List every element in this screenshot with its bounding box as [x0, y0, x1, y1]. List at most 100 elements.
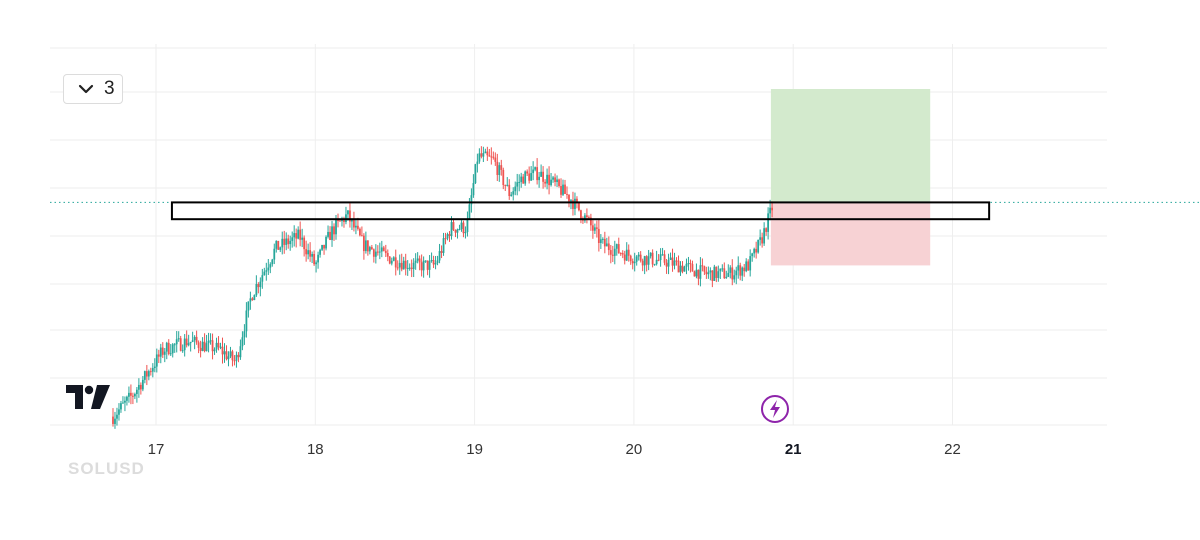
- candle-body: [404, 260, 407, 269]
- candle-body: [508, 184, 511, 197]
- candle-body: [476, 161, 479, 165]
- x-tick-label: 17: [148, 441, 165, 458]
- candle-body: [263, 271, 266, 276]
- candle-body: [287, 238, 290, 245]
- candle-body: [488, 155, 491, 157]
- candle-body: [757, 239, 760, 253]
- candle-body: [434, 262, 437, 265]
- candle-body: [492, 156, 495, 158]
- candle-body: [143, 371, 146, 380]
- candle-body: [251, 298, 254, 301]
- candle-body: [741, 267, 744, 276]
- candle-body: [681, 265, 684, 272]
- candle-body: [675, 260, 678, 262]
- x-tick-label: 19: [466, 441, 483, 458]
- lightning-bolt-icon[interactable]: [760, 394, 790, 424]
- candle-body: [303, 237, 306, 250]
- candle-body: [293, 233, 296, 238]
- candle-body: [643, 256, 646, 266]
- candle-body: [735, 270, 738, 276]
- candle-body: [273, 248, 276, 260]
- candle-body: [241, 337, 244, 347]
- candle-body: [536, 167, 539, 181]
- candle-body: [552, 177, 554, 180]
- candle-body: [520, 176, 523, 182]
- candle-body: [414, 260, 417, 263]
- x-axis-ticks: 17 18 19 20 21 22: [148, 441, 961, 458]
- candle-body: [504, 184, 507, 186]
- candle-body: [163, 351, 166, 355]
- candle-body: [767, 213, 770, 232]
- candle-body: [761, 237, 764, 244]
- candle-body: [542, 171, 544, 182]
- candle-body: [394, 257, 397, 268]
- tradingview-logo-icon[interactable]: [66, 384, 110, 410]
- candle-body: [464, 232, 467, 234]
- candle-body: [657, 259, 660, 261]
- candle-body: [442, 238, 445, 253]
- candle-body: [765, 228, 768, 232]
- candle-body: [723, 268, 726, 279]
- candle-body: [496, 161, 499, 175]
- candle-body: [472, 183, 475, 196]
- chevron-down-icon: [78, 84, 94, 94]
- candle-body: [554, 177, 556, 183]
- candle-body: [177, 338, 180, 340]
- candle-body: [187, 343, 190, 346]
- candle-body: [725, 276, 728, 279]
- candle-body: [446, 234, 449, 239]
- candle-body: [699, 265, 702, 279]
- x-tick-label: 21: [785, 441, 802, 458]
- candle-body: [522, 176, 525, 184]
- candle-body: [388, 256, 391, 264]
- candle-body: [255, 284, 258, 296]
- candle-body: [345, 214, 347, 223]
- candle-body: [707, 272, 710, 275]
- candle-body: [239, 346, 242, 358]
- candle-body: [149, 371, 152, 373]
- candle-body: [460, 222, 463, 230]
- candle-body: [118, 409, 120, 415]
- candle-body: [671, 257, 674, 266]
- candle-body: [568, 194, 570, 202]
- candle-body: [619, 253, 622, 255]
- candle-body: [623, 254, 626, 261]
- candle-body: [422, 260, 425, 271]
- candle-body: [534, 167, 537, 170]
- candle-body: [540, 171, 543, 177]
- support-resistance-rectangle: [170, 201, 991, 221]
- candle-body: [333, 226, 335, 235]
- x-tick-label: 18: [307, 441, 324, 458]
- candle-body: [685, 263, 688, 267]
- candle-body: [221, 346, 224, 355]
- candle-body: [713, 266, 716, 281]
- candle-body: [647, 256, 650, 265]
- candle-body: [321, 244, 323, 250]
- profit-target-zone: [770, 89, 931, 203]
- candle-body: [235, 354, 238, 361]
- position-zones: [770, 89, 931, 266]
- candle-body: [512, 191, 515, 195]
- candle-body: [691, 264, 694, 272]
- candle-body: [436, 260, 439, 263]
- candle-body: [400, 262, 403, 270]
- candle-body: [339, 220, 341, 222]
- candlestick-series: [112, 146, 773, 429]
- candle-body: [607, 243, 610, 251]
- candle-body: [609, 250, 612, 255]
- candle-body: [376, 251, 379, 253]
- interval-dropdown-button[interactable]: 3: [63, 74, 123, 104]
- candle-body: [731, 267, 734, 280]
- candle-body: [558, 179, 560, 187]
- candle-body: [229, 351, 232, 357]
- candle-body: [331, 226, 333, 240]
- candle-body: [771, 207, 773, 211]
- candle-body: [611, 254, 614, 256]
- candle-body: [617, 244, 620, 254]
- candle-body: [576, 198, 578, 203]
- candle-body: [257, 284, 260, 288]
- candle-body: [245, 310, 248, 332]
- candle-body: [205, 343, 208, 352]
